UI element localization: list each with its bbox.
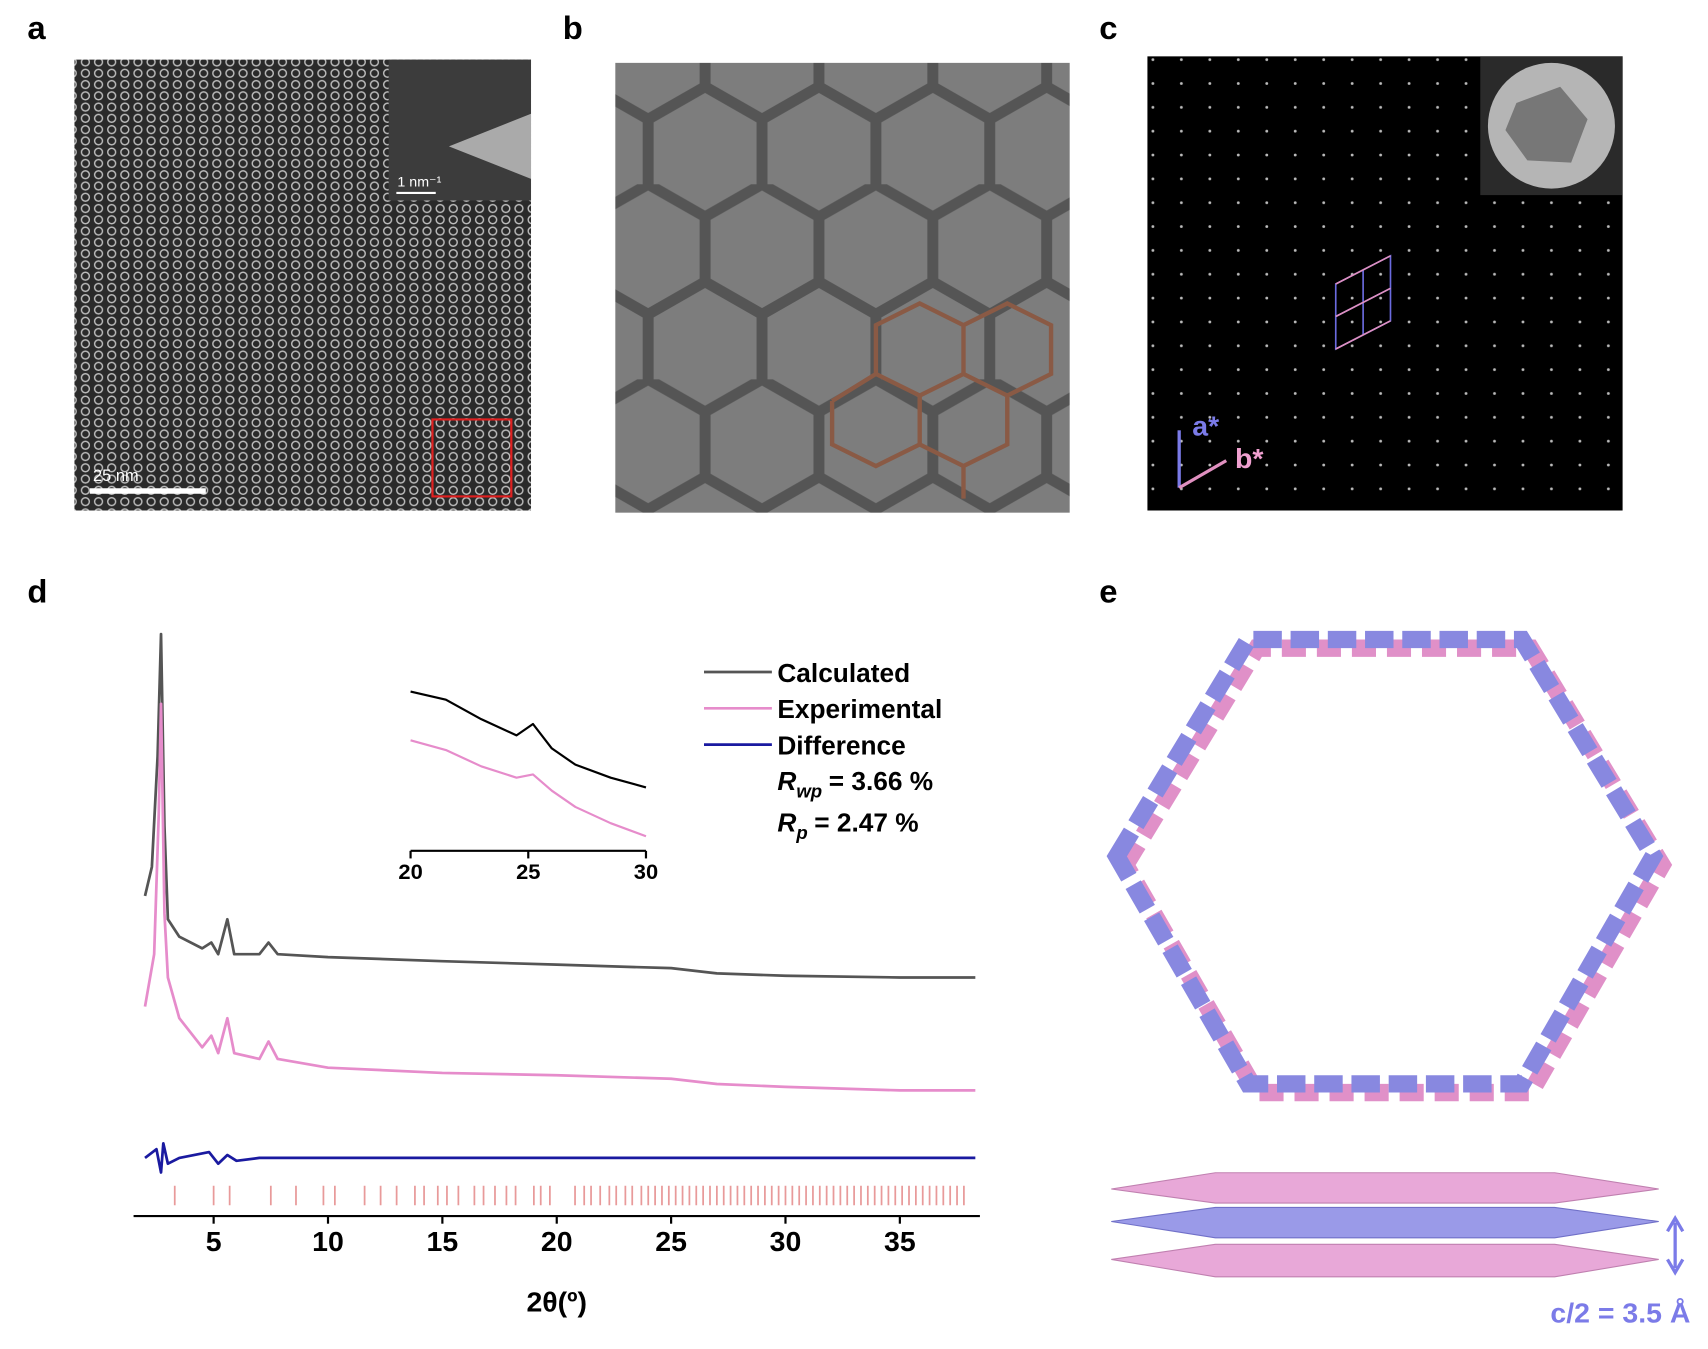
- series-line: [410, 739, 647, 838]
- stack-layer: [1111, 1206, 1659, 1239]
- spacing-label: c/2 = 3.5 Å: [1550, 1297, 1690, 1329]
- x-tick-label: 30: [634, 859, 658, 884]
- panel-label: e: [1099, 573, 1117, 610]
- x-tick-label: 15: [427, 1226, 459, 1258]
- series-line: [143, 702, 976, 1092]
- x-tick-label: 5: [206, 1226, 222, 1258]
- spacing-arrow: [1666, 1215, 1685, 1276]
- panel-label: b: [563, 9, 583, 46]
- structure-overlay: [829, 301, 1054, 499]
- x-tick-label: 35: [884, 1226, 916, 1258]
- panel-a: 1 nm⁻¹ 25 nm: [74, 59, 532, 511]
- legend-label: Experimental: [777, 694, 942, 724]
- x-tick-label: 20: [541, 1226, 573, 1258]
- fit-statistic: Rwp = 3.66 %: [777, 766, 933, 801]
- symbol: R: [777, 766, 796, 796]
- x-axis-label: 2θ(º): [526, 1287, 587, 1319]
- panel-label: c: [1099, 9, 1117, 46]
- x-tick-label: 20: [398, 859, 422, 884]
- beam-stop: [448, 113, 532, 179]
- panel-c: a* b*: [1147, 56, 1623, 511]
- panel-labels: a b c d e: [27, 9, 1117, 609]
- panel-d: 5 10 15 20 25 30 35 2θ(º) Calculated Experimental…: [133, 632, 980, 1319]
- subscript: wp: [796, 781, 822, 802]
- fit-statistic: Rp = 2.47 %: [777, 807, 918, 842]
- series-line: [144, 1141, 976, 1174]
- legend-label: Difference: [777, 730, 905, 760]
- statistic-value: = 3.66 %: [829, 766, 933, 796]
- statistic-value: = 2.47 %: [814, 807, 918, 837]
- hrtem-image: [615, 62, 1070, 513]
- panel-label: d: [27, 573, 47, 610]
- ring-layer-1: [1106, 630, 1664, 1093]
- symbol: R: [777, 807, 796, 837]
- x-tick-label: 30: [770, 1226, 802, 1258]
- stack-layer: [1111, 1243, 1659, 1278]
- particle-core: [1505, 86, 1588, 163]
- x-tick-label: 10: [312, 1226, 344, 1258]
- subscript: p: [795, 822, 807, 843]
- lattice-b: [1335, 255, 1391, 350]
- axis-label: a*: [1192, 411, 1219, 443]
- axis-label: b*: [1235, 443, 1263, 475]
- stack-layer: [1111, 1172, 1659, 1204]
- inset-scale-label: 1 nm⁻¹: [397, 174, 441, 190]
- zoom-box: [431, 418, 513, 498]
- x-tick-label: 25: [516, 859, 540, 884]
- legend-label: Calculated: [777, 658, 910, 688]
- x-tick-label: 25: [655, 1226, 687, 1258]
- b-axis: [1178, 459, 1228, 490]
- scale-label: 25 nm: [93, 467, 139, 485]
- series-line: [410, 690, 647, 789]
- panel-b: [615, 62, 1070, 513]
- panel-e: c/2 = 3.5 Å: [1106, 630, 1690, 1329]
- panel-label: a: [27, 9, 46, 46]
